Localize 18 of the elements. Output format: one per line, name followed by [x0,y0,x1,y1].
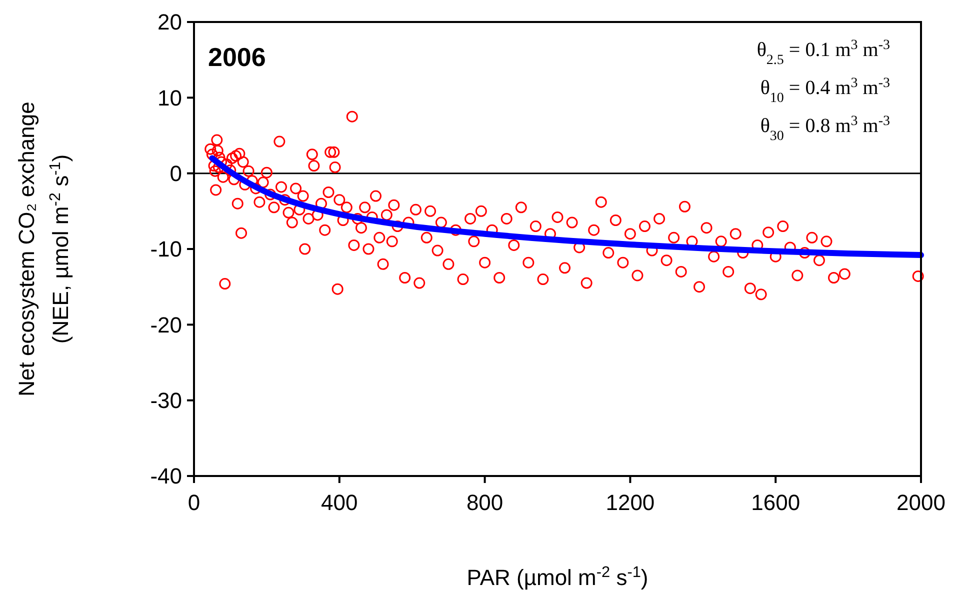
x-tick-label: 400 [321,490,358,515]
x-tick-label: 0 [188,490,200,515]
x-tick-label: 2000 [896,490,946,515]
annotation: 2006 [208,42,266,72]
y-tick-label: -30 [150,388,182,414]
y-tick-label: -20 [150,312,182,338]
y-tick-label: 20 [158,10,182,35]
y-tick-label: -40 [150,464,182,489]
annotation: θ$_{30}$ = 0.8 m$^{3}$ m$^{-3}$ [760,114,890,144]
annotation: θ$_{2.5}$ = 0.1 m$^{3}$ m$^{-3}$ [756,38,890,68]
x-tick-label: 1200 [606,490,655,515]
y-tick-label: 0 [170,161,182,186]
y-tick-label: 10 [158,85,182,110]
x-tick-label: 800 [466,490,504,515]
x-tick-label: 1600 [751,490,800,515]
annotation: θ$_{10}$ = 0.4 m$^{3}$ m$^{-3}$ [760,76,890,106]
x-axis-title: PAR (µmol m$^{-2}$ s$^{-1}$) [466,564,648,590]
y-tick-label: -10 [150,236,182,262]
